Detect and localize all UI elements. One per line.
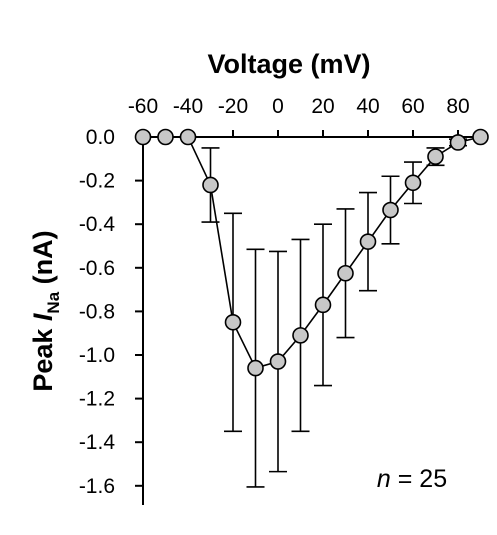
data-point [427, 148, 444, 165]
y-tick-label: -0.8 [79, 300, 115, 323]
data-point [449, 134, 467, 151]
y-tick-label: -1.4 [79, 431, 116, 454]
y-axis-title-subscript: Na [44, 291, 63, 313]
data-point [292, 327, 309, 344]
data-point [247, 359, 264, 377]
x-tick-label: -20 [218, 95, 248, 118]
sample-size-annotation: n = 25 [377, 465, 447, 493]
y-axis-title-unit: (nA) [28, 230, 58, 291]
data-point [157, 128, 174, 146]
data-point [224, 313, 242, 331]
data-point [179, 128, 197, 146]
x-axis-title: Voltage (mV) [207, 49, 370, 79]
x-tick-label: 40 [356, 95, 379, 118]
data-point [134, 128, 152, 146]
error-bars [201, 138, 467, 488]
y-tick-label: 0.0 [86, 126, 115, 149]
annotation-value: = 25 [391, 465, 447, 493]
y-tick-label: -0.6 [79, 257, 115, 280]
data-point [382, 201, 399, 219]
data-point [202, 176, 219, 194]
annotation-n: n [377, 465, 391, 493]
x-axis: -60 -40 -20 0 20 40 60 80 [128, 95, 488, 138]
y-axis-title-main: Peak [28, 321, 58, 392]
y-tick-label: -1.6 [79, 475, 115, 498]
x-tick-label: -40 [173, 95, 203, 118]
data-points [134, 128, 489, 377]
data-point [314, 296, 332, 314]
data-point [269, 353, 287, 370]
y-axis-title-italic: I [28, 313, 58, 321]
x-tick-label: -60 [128, 95, 158, 118]
y-axis-title: Peak INa (nA) [28, 230, 63, 391]
y-tick-label: -0.2 [79, 170, 115, 193]
data-point [404, 174, 422, 192]
y-axis: 0.0 -0.2 -0.4 -0.6 -0.8 -1.0 -1.2 -1.4 -1.6 [79, 126, 144, 505]
x-tick-label: 0 [272, 95, 284, 118]
x-tick-label: 80 [446, 95, 469, 118]
x-tick-label: 60 [401, 95, 424, 118]
data-point [359, 233, 377, 250]
data-point [337, 264, 354, 282]
y-tick-label: -0.4 [79, 213, 116, 236]
y-tick-label: -1.0 [79, 344, 115, 367]
series-line [143, 136, 481, 370]
data-point [472, 128, 489, 146]
x-tick-label: 20 [311, 95, 334, 118]
y-tick-label: -1.2 [79, 388, 115, 411]
